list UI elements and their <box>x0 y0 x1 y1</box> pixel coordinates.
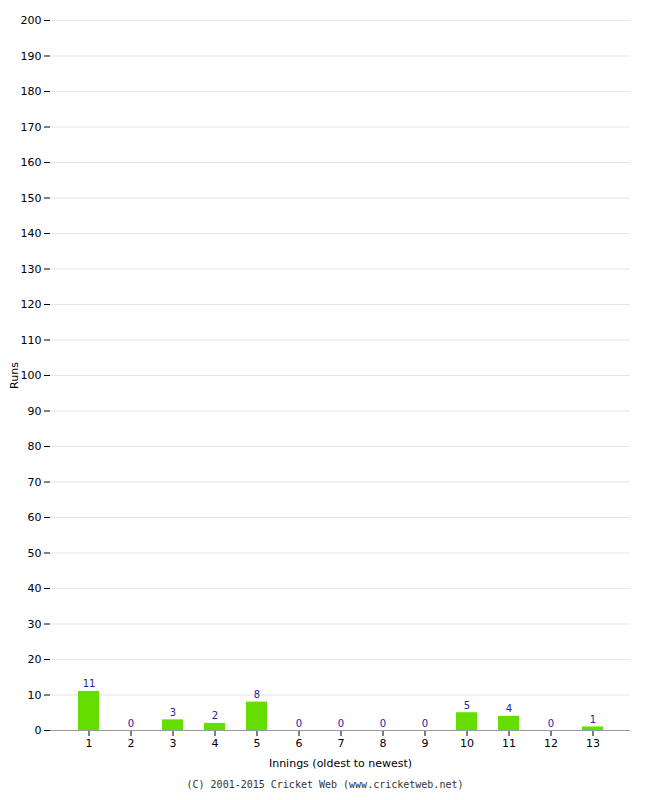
svg-text:12: 12 <box>544 737 558 750</box>
svg-text:8: 8 <box>254 689 260 700</box>
svg-text:3: 3 <box>170 707 176 718</box>
svg-text:13: 13 <box>586 737 600 750</box>
svg-text:30: 30 <box>28 618 42 631</box>
svg-text:4: 4 <box>506 703 512 714</box>
svg-text:3: 3 <box>170 737 177 750</box>
svg-text:140: 140 <box>21 227 42 240</box>
svg-text:170: 170 <box>21 121 42 134</box>
svg-text:8: 8 <box>380 737 387 750</box>
svg-text:10: 10 <box>460 737 474 750</box>
svg-text:130: 130 <box>21 263 42 276</box>
svg-text:11: 11 <box>83 678 96 689</box>
svg-text:180: 180 <box>21 85 42 98</box>
svg-text:5: 5 <box>464 700 470 711</box>
svg-text:11: 11 <box>502 737 516 750</box>
svg-text:160: 160 <box>21 156 42 169</box>
svg-text:2: 2 <box>128 737 135 750</box>
svg-text:Runs: Runs <box>8 362 21 389</box>
svg-text:7: 7 <box>338 737 345 750</box>
svg-text:70: 70 <box>28 476 42 489</box>
svg-text:0: 0 <box>380 718 386 729</box>
svg-text:0: 0 <box>35 724 42 737</box>
svg-text:120: 120 <box>21 298 42 311</box>
svg-text:0: 0 <box>422 718 428 729</box>
svg-text:100: 100 <box>21 369 42 382</box>
html-text:(C) 2001-2015 Cricket Web (www: (C) 2001-2015 Cricket Web (www.cricketwe… <box>186 779 464 790</box>
svg-text:10: 10 <box>28 689 42 702</box>
svg-text:0: 0 <box>128 718 134 729</box>
svg-text:60: 60 <box>28 511 42 524</box>
svg-text:0: 0 <box>338 718 344 729</box>
svg-text:190: 190 <box>21 50 42 63</box>
svg-text:Innings (oldest to newest): Innings (oldest to newest) <box>269 757 412 770</box>
svg-text:2: 2 <box>212 710 218 721</box>
svg-text:150: 150 <box>21 192 42 205</box>
svg-text:5: 5 <box>254 737 261 750</box>
svg-text:20: 20 <box>28 653 42 666</box>
svg-text:1: 1 <box>590 714 596 725</box>
svg-text:9: 9 <box>422 737 429 750</box>
svg-text:4: 4 <box>212 737 219 750</box>
svg-text:110: 110 <box>21 334 42 347</box>
svg-text:1: 1 <box>86 737 93 750</box>
svg-text:40: 40 <box>28 582 42 595</box>
svg-text:50: 50 <box>28 547 42 560</box>
svg-text:80: 80 <box>28 440 42 453</box>
svg-text:6: 6 <box>296 737 303 750</box>
svg-text:0: 0 <box>548 718 554 729</box>
svg-text:90: 90 <box>28 405 42 418</box>
svg-text:0: 0 <box>296 718 302 729</box>
svg-text:200: 200 <box>21 14 42 27</box>
